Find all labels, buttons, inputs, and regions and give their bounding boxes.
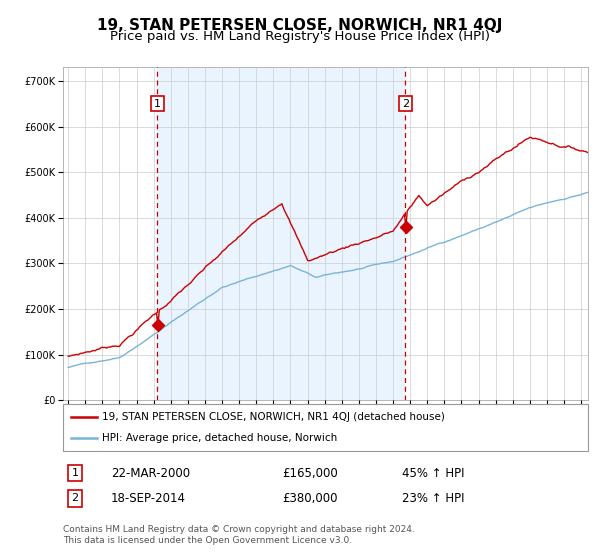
Text: 1: 1 — [154, 99, 161, 109]
Text: Contains HM Land Registry data © Crown copyright and database right 2024.
This d: Contains HM Land Registry data © Crown c… — [63, 525, 415, 545]
Text: 1: 1 — [71, 468, 79, 478]
Text: 45% ↑ HPI: 45% ↑ HPI — [402, 466, 464, 480]
Text: 2: 2 — [71, 493, 79, 503]
Text: 18-SEP-2014: 18-SEP-2014 — [111, 492, 186, 505]
Text: £165,000: £165,000 — [282, 466, 338, 480]
Text: 22-MAR-2000: 22-MAR-2000 — [111, 466, 190, 480]
Text: 19, STAN PETERSEN CLOSE, NORWICH, NR1 4QJ: 19, STAN PETERSEN CLOSE, NORWICH, NR1 4Q… — [97, 18, 503, 33]
Text: 2: 2 — [402, 99, 409, 109]
Text: £380,000: £380,000 — [282, 492, 337, 505]
FancyBboxPatch shape — [63, 404, 588, 451]
Text: 23% ↑ HPI: 23% ↑ HPI — [402, 492, 464, 505]
Text: HPI: Average price, detached house, Norwich: HPI: Average price, detached house, Norw… — [103, 433, 338, 444]
Text: Price paid vs. HM Land Registry's House Price Index (HPI): Price paid vs. HM Land Registry's House … — [110, 30, 490, 43]
Bar — [157, 67, 406, 400]
Text: 19, STAN PETERSEN CLOSE, NORWICH, NR1 4QJ (detached house): 19, STAN PETERSEN CLOSE, NORWICH, NR1 4Q… — [103, 412, 445, 422]
